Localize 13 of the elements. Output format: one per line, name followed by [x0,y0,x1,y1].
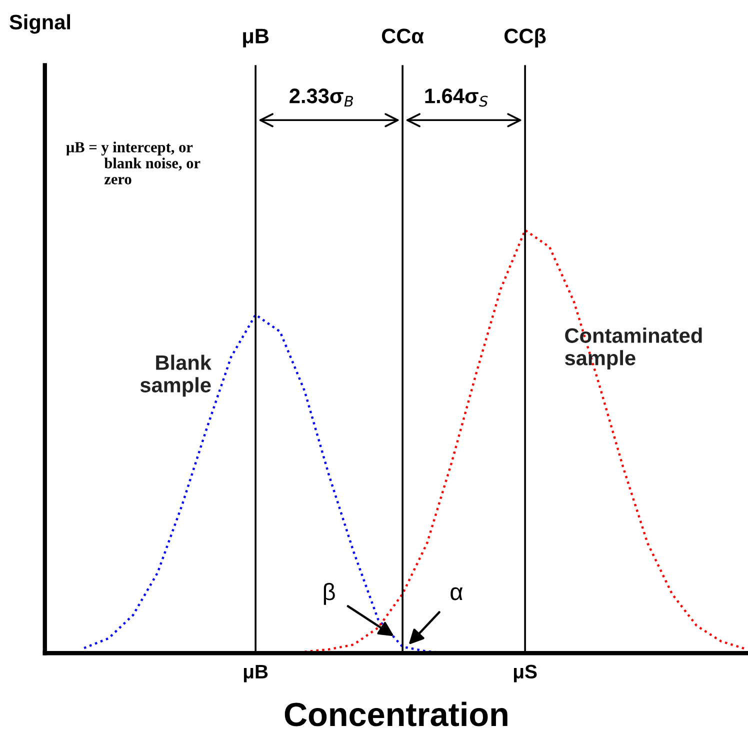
text: μB = y intercept, or blank noise, or zero [66,142,200,184]
text: μB [243,28,269,48]
text: CCβ [504,28,546,48]
text: CCα [382,28,424,44]
text: Signal [10,14,70,34]
annotation: β [324,582,335,605]
annotation: α [450,587,463,600]
text: 2.33σ$_{B}$ [290,88,354,107]
x-axis-title: Concentration [284,702,508,726]
text: 1.64σ$_{S}$ [425,88,488,107]
x-tick-label: μS [514,664,537,682]
series-label: Blank sample [140,354,212,397]
series-label: Contaminated sample [564,328,702,370]
